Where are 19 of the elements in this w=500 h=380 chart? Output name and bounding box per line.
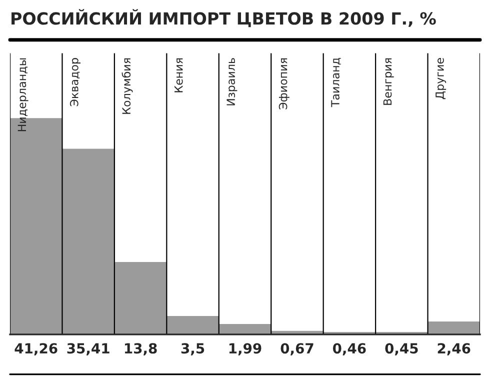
data-label: 0,67 xyxy=(280,343,314,356)
data-label: 0,46 xyxy=(332,343,366,356)
chart-title: РОССИЙСКИЙ ИМПОРТ ЦВЕТОВ В 2009 Г., % xyxy=(12,9,436,28)
x-tick-label: Нидерланды xyxy=(18,58,28,132)
x-tick-label: Колумбия xyxy=(122,58,133,114)
data-label: 13,8 xyxy=(124,343,157,356)
x-tick-label: Таиланд xyxy=(331,58,341,108)
x-tick-label: Эквадор xyxy=(70,58,80,106)
x-tick-label: Израиль xyxy=(226,58,238,106)
data-label: 1,99 xyxy=(229,343,262,356)
data-label: 35,41 xyxy=(67,343,110,356)
x-tick-label: Эфиопия xyxy=(278,58,290,110)
x-tick-label: Венгрия xyxy=(383,58,394,105)
data-label: 0,45 xyxy=(385,343,418,356)
data-label: 3,5 xyxy=(181,343,204,356)
data-label: 41,26 xyxy=(14,343,58,356)
x-tick-label: Другие xyxy=(436,58,446,100)
data-label: 2,46 xyxy=(438,343,470,356)
x-tick-label: Кения xyxy=(174,58,183,92)
